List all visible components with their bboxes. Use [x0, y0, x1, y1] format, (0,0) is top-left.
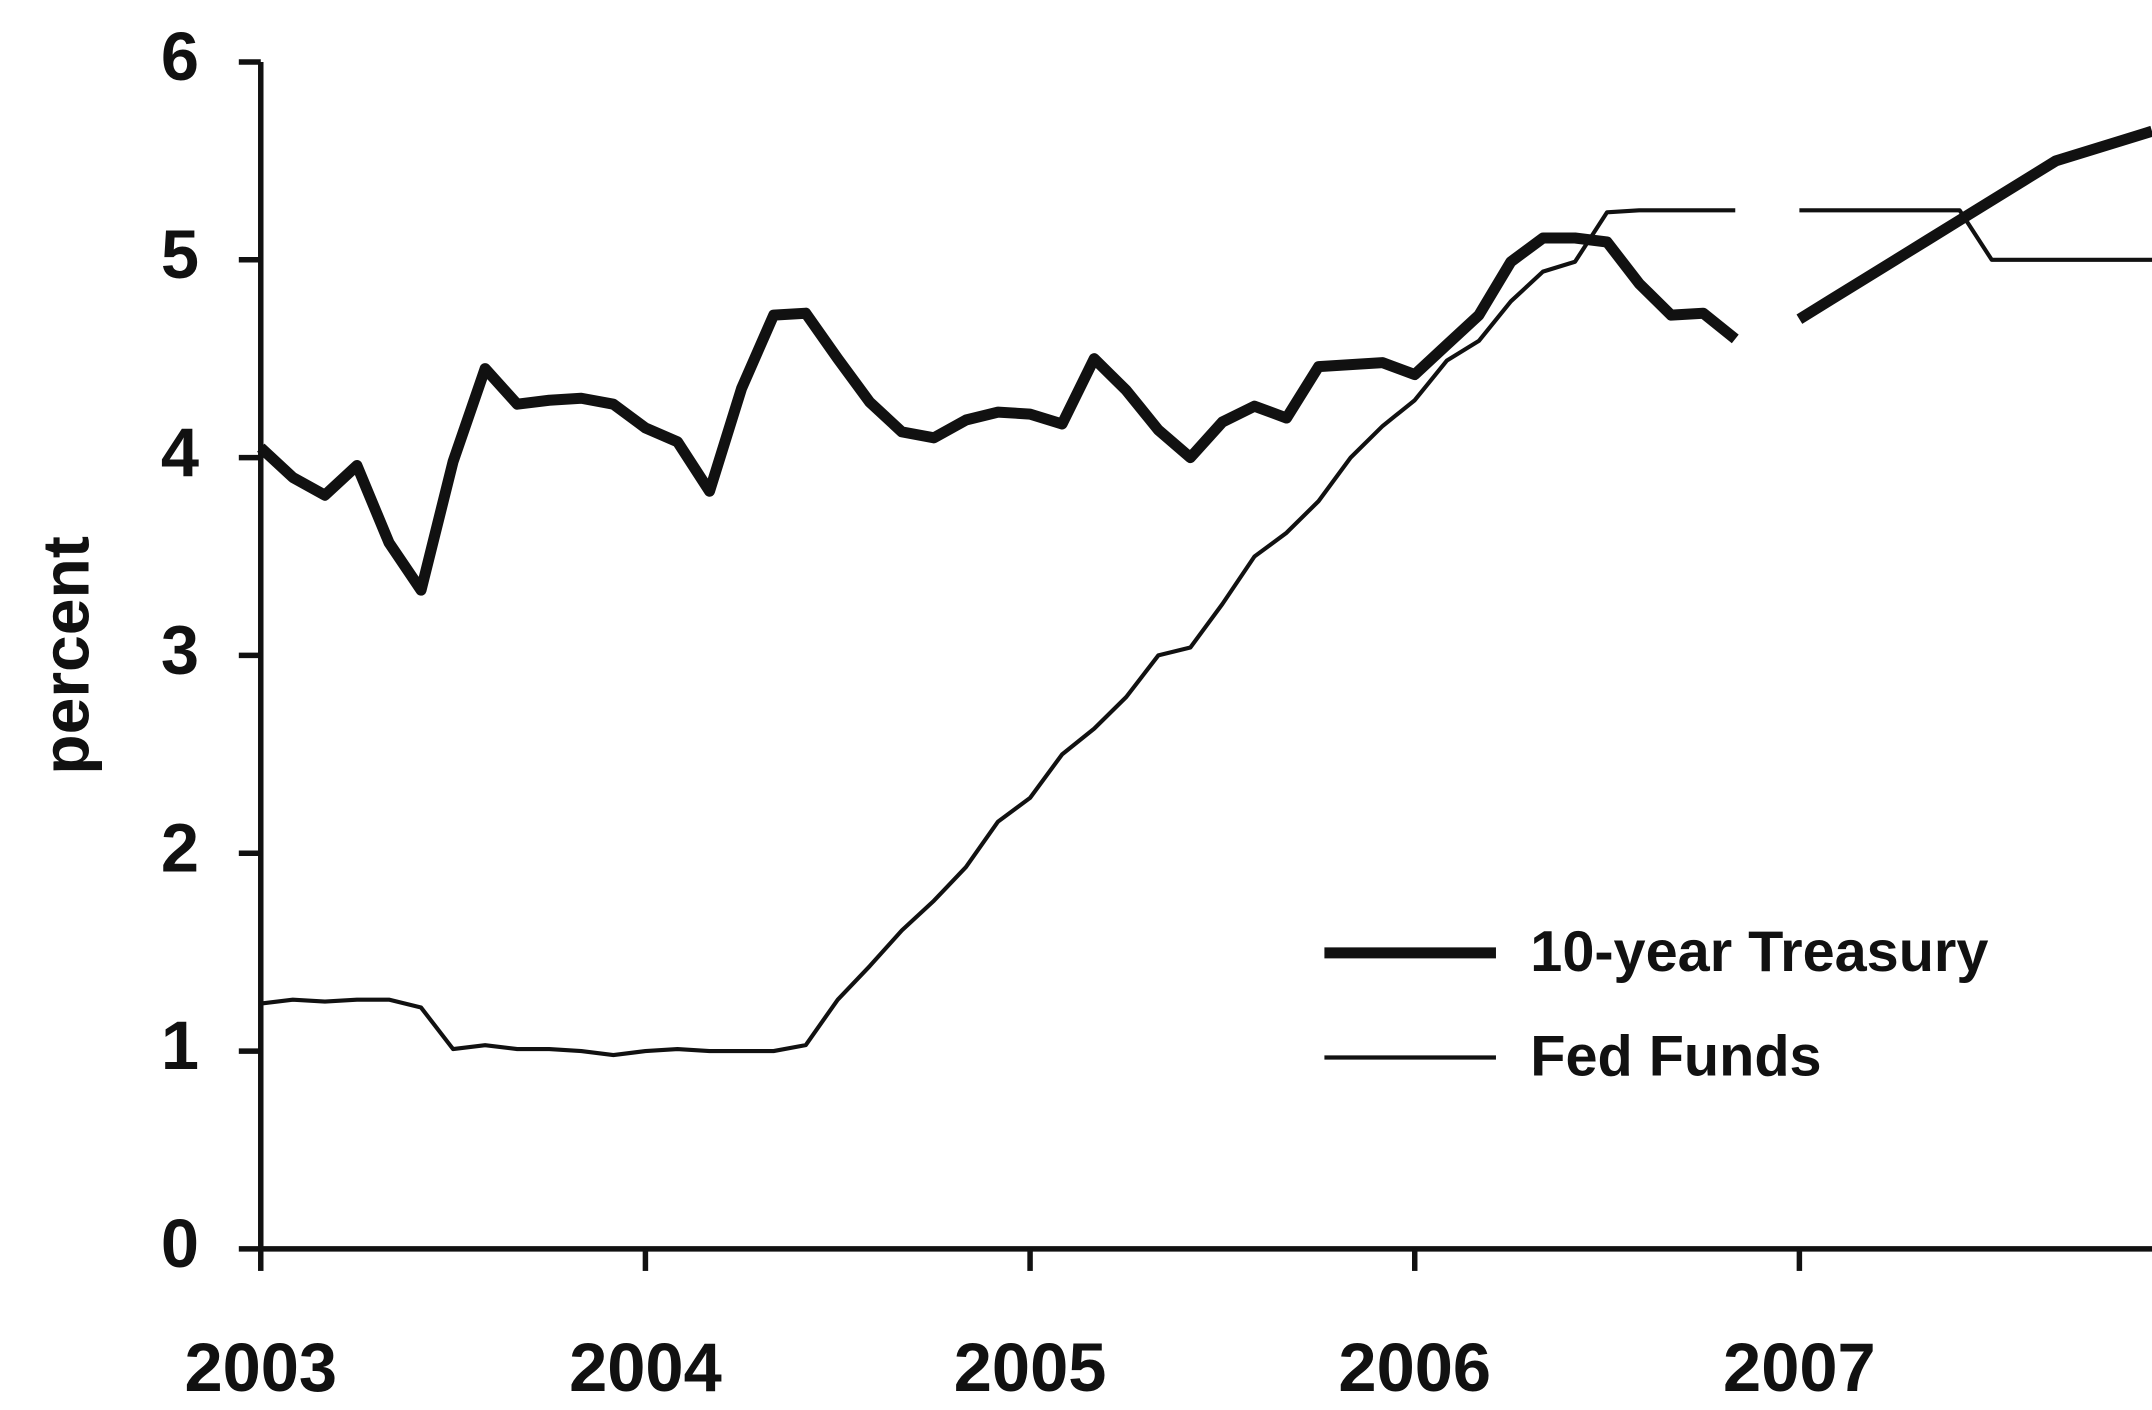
x-tick-label: 2005 — [954, 1329, 1107, 1406]
y-tick-label: 3 — [161, 612, 199, 689]
y-tick-label: 1 — [161, 1007, 199, 1084]
y-tick-label: 6 — [161, 18, 199, 95]
y-axis-label: percent — [29, 536, 103, 775]
y-tick-label: 0 — [161, 1205, 199, 1282]
x-tick-label: 2006 — [1338, 1329, 1491, 1406]
line-series — [260, 208, 2152, 1058]
y-tick-label: 5 — [161, 216, 199, 293]
legend-label: 10-year Treasury — [1530, 920, 1988, 984]
x-tick-label: 2007 — [1723, 1329, 1876, 1406]
x-tick-label: 2004 — [569, 1329, 722, 1406]
x-tick-label: 2003 — [184, 1329, 337, 1406]
legend-label: Fed Funds — [1530, 1024, 1821, 1088]
y-tick-label: 4 — [161, 414, 199, 491]
line-series — [257, 125, 2152, 596]
y-tick-label: 2 — [161, 809, 199, 886]
